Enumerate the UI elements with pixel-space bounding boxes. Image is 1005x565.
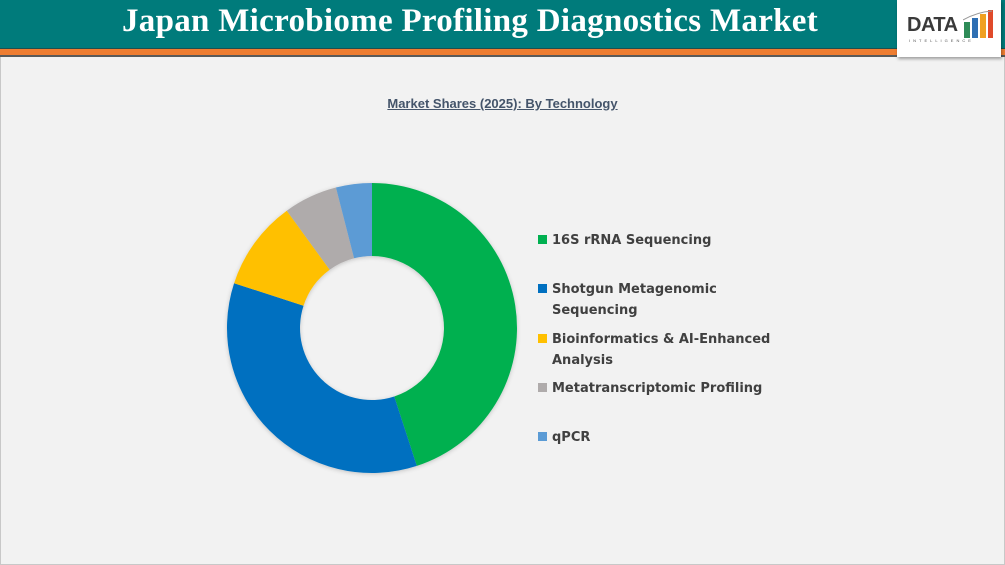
chart-title: Market Shares (2025): By Technology (387, 96, 618, 111)
legend-label: qPCR (552, 430, 591, 445)
legend-swatch-icon (538, 235, 547, 244)
logo: DATA INTELLIGENCE (897, 0, 1001, 57)
donut-chart (227, 183, 517, 473)
legend-label: Metatranscriptomic Profiling (552, 381, 763, 396)
legend-swatch-icon (538, 334, 547, 343)
legend-item: Shotgun Metagenomic Sequencing (538, 279, 772, 321)
legend-swatch-icon (538, 284, 547, 293)
donut-slice-shotgun-metagenomic-sequencing (227, 283, 417, 473)
donut-slice-bioinformatics-ai-enhanced-analysis (234, 210, 330, 306)
donut-slice-qpcr (335, 183, 372, 259)
accent-divider (0, 55, 1005, 57)
logo-subtext: INTELLIGENCE (909, 38, 974, 43)
accent-band (0, 49, 1005, 55)
legend-label: Shotgun Metagenomic Sequencing (552, 282, 717, 318)
legend-item: Bioinformatics & AI-Enhanced Analysis (538, 329, 772, 371)
donut-slice-16s-rrna-sequencing (372, 183, 517, 466)
legend-item: 16S rRNA Sequencing (538, 230, 772, 251)
legend-label: 16S rRNA Sequencing (552, 233, 712, 248)
legend-item: Metatranscriptomic Profiling (538, 378, 772, 399)
legend-label: Bioinformatics & AI-Enhanced Analysis (552, 332, 771, 368)
logo-bars-icon (963, 10, 993, 38)
legend-swatch-icon (538, 383, 547, 392)
page-title: Japan Microbiome Profiling Diagnostics M… (121, 3, 819, 39)
logo-text: DATA (907, 14, 958, 36)
header-bar: Japan Microbiome Profiling Diagnostics M… (0, 0, 1005, 49)
legend-swatch-icon (538, 432, 547, 441)
donut-slice-metatranscriptomic-profiling (286, 187, 355, 270)
legend-item: qPCR (538, 427, 772, 448)
